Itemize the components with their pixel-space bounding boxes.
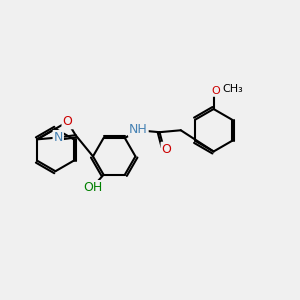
Text: O: O	[62, 115, 72, 128]
Text: O: O	[211, 86, 220, 96]
Text: OH: OH	[83, 181, 103, 194]
Text: N: N	[54, 131, 63, 144]
Text: NH: NH	[129, 123, 148, 136]
Text: CH₃: CH₃	[222, 84, 243, 94]
Text: O: O	[162, 143, 171, 156]
